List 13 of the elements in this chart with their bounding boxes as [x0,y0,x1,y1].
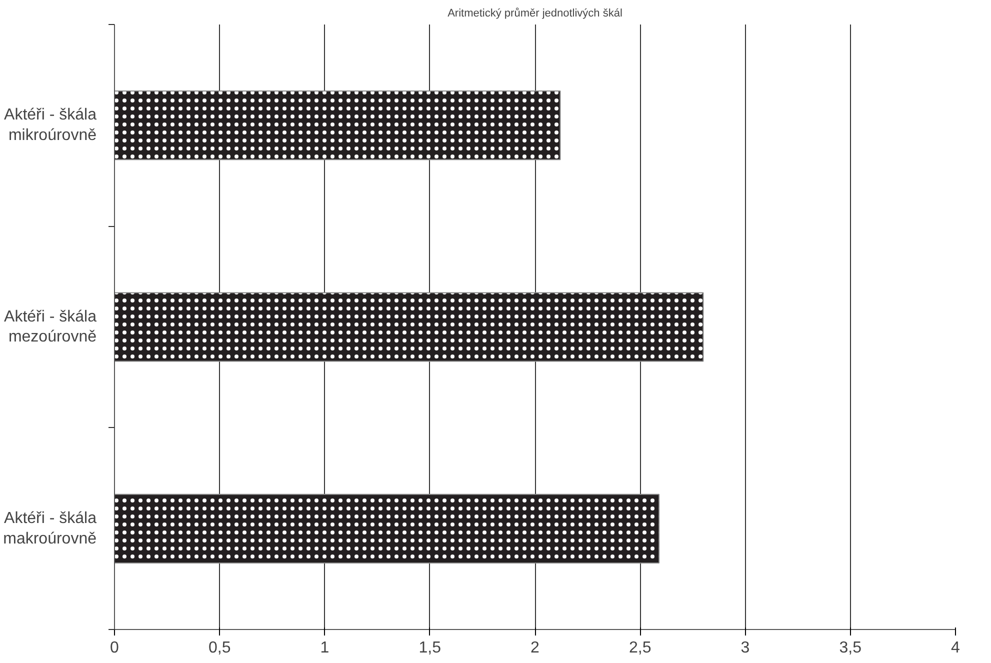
x-tick-label: 0,5 [208,640,231,656]
x-tick-label: 2,5 [629,640,652,656]
x-tick-label: 3 [740,640,750,656]
x-tick-label: 1 [320,640,330,656]
x-tick-label: 3,5 [839,640,862,656]
x-tick-label: 2 [530,640,540,656]
x-tick-label: 4 [951,640,960,656]
y-tick-label: Aktéři - škála mikroúrovně [4,106,97,144]
y-tick-label: Aktéři - škála makroúrovně [3,510,97,548]
x-tick-label: 0 [110,640,120,656]
x-tick-label: 1,5 [418,640,442,656]
y-tick-label: Aktéři - škála mezoúrovně [4,308,97,346]
chart-title: Aritmetický průměr jednotlivých škál [448,8,622,20]
